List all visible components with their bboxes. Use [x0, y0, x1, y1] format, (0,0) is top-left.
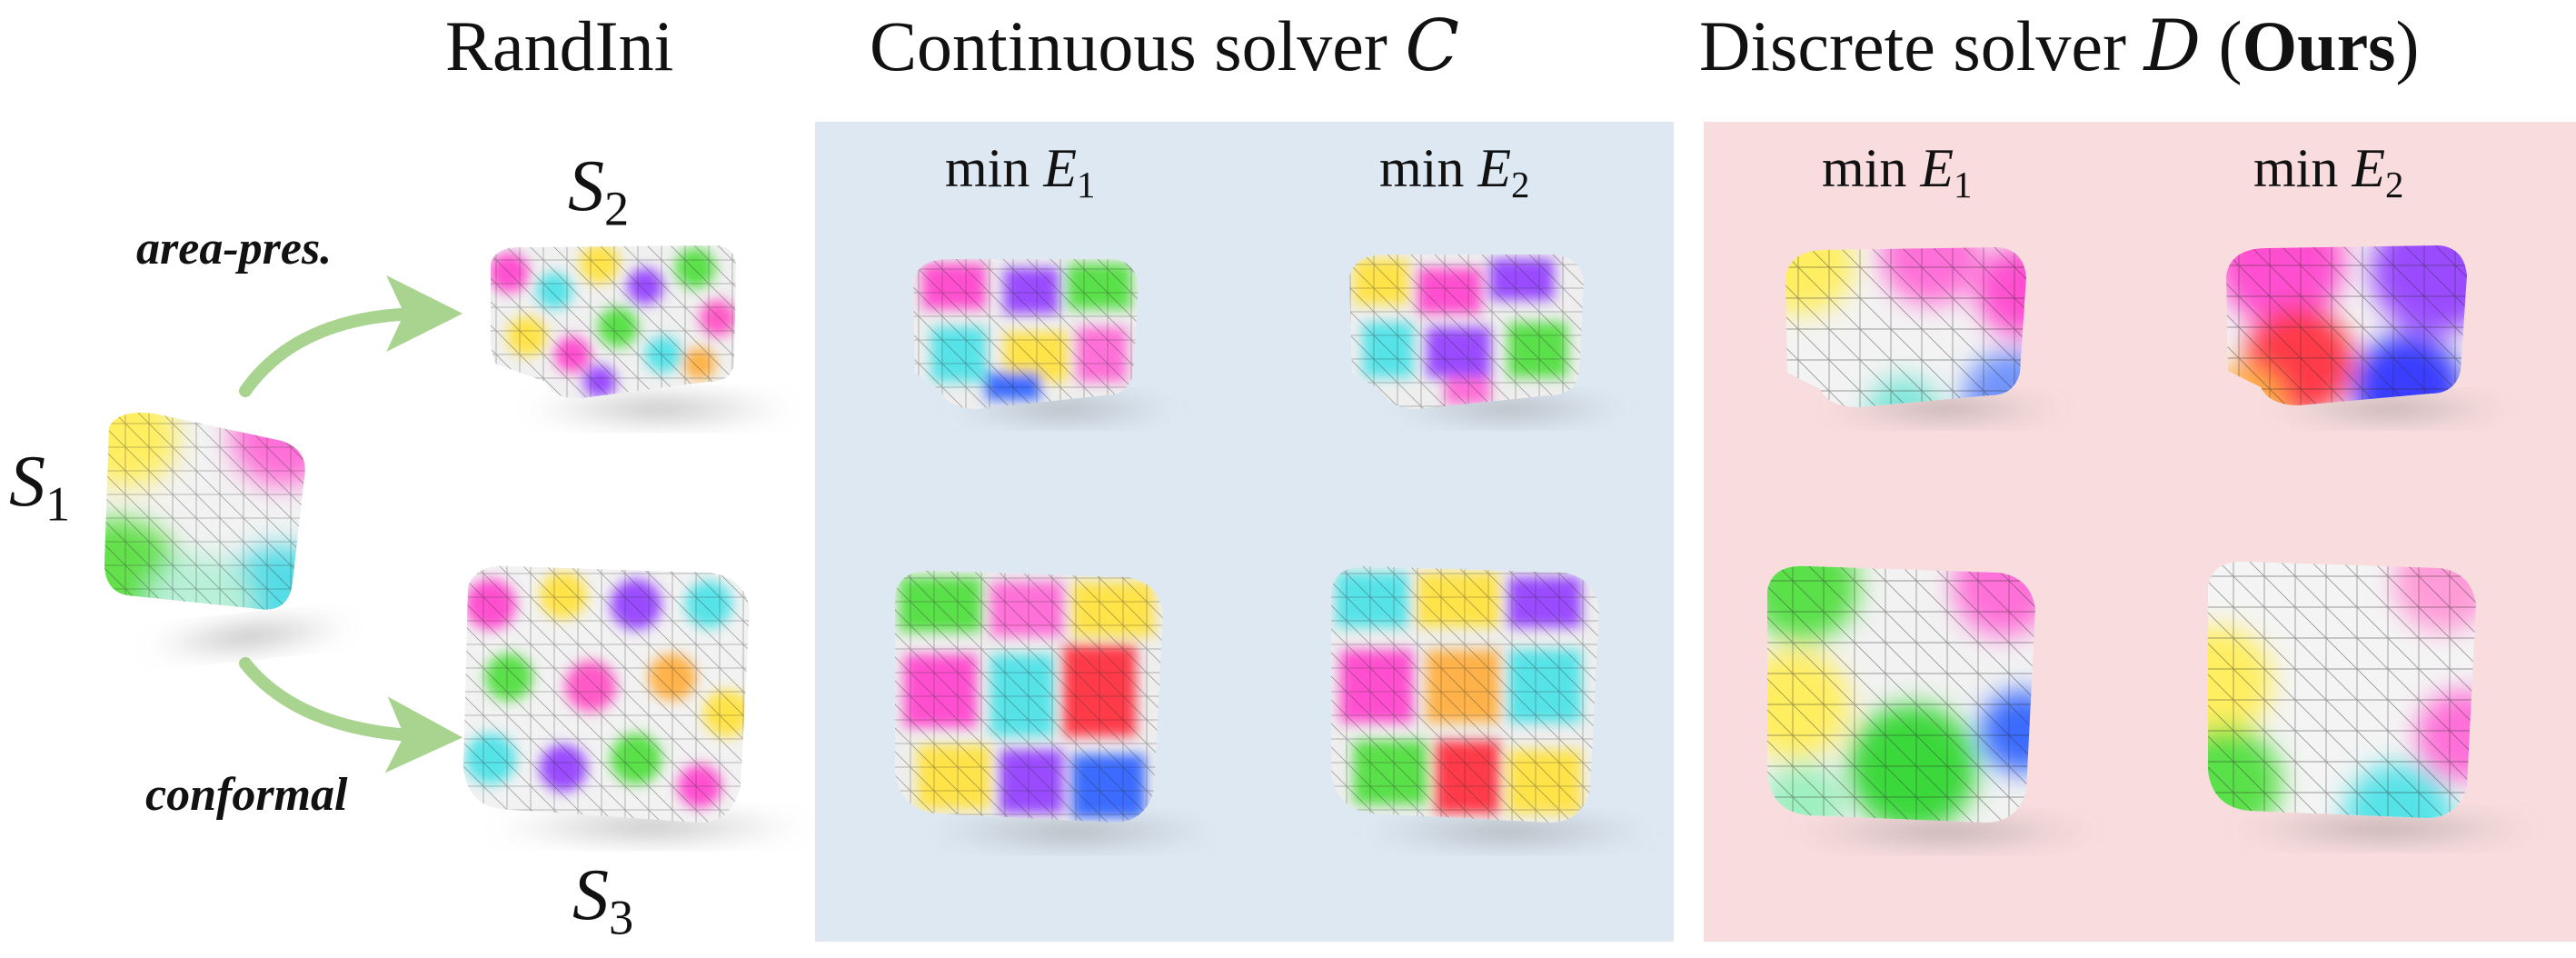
discrete-solver-header: Discrete solver D (Ours)	[1699, 5, 2420, 87]
continuous-min-e1-label: min E1	[945, 138, 1096, 206]
continuous-solver-header: Continuous solver C	[870, 5, 1460, 87]
s3-randini-cube	[463, 565, 809, 847]
s1-label: S1	[9, 442, 71, 532]
continuous-e1-cube-top	[913, 259, 1181, 427]
discrete-e2-cube-bottom	[2208, 561, 2540, 849]
continuous-min-e2-label: min E2	[1379, 138, 1530, 206]
conformal-label: conformal	[145, 769, 348, 821]
s2-randini-cube	[490, 245, 795, 429]
randini-header: RandIni	[445, 6, 674, 85]
s2-label: S2	[568, 146, 630, 236]
discrete-e2-cube-top	[2226, 245, 2512, 427]
s1-cube	[104, 413, 354, 659]
continuous-e2-cube-top	[1349, 254, 1631, 427]
area-preserving-label: area-pres.	[136, 223, 333, 274]
discrete-min-e2-label: min E2	[2253, 138, 2404, 206]
s3-label: S3	[572, 855, 634, 945]
conformal-arrow	[239, 657, 463, 773]
discrete-e1-cube-top	[1785, 247, 2067, 427]
area-preserving-arrow	[239, 275, 463, 397]
continuous-e2-cube-bottom	[1331, 565, 1658, 852]
discrete-e1-cube-bottom	[1767, 565, 2099, 852]
discrete-min-e1-label: min E1	[1822, 138, 1973, 206]
continuous-e1-cube-bottom	[895, 570, 1222, 852]
ours-label: Ours	[2242, 6, 2396, 85]
